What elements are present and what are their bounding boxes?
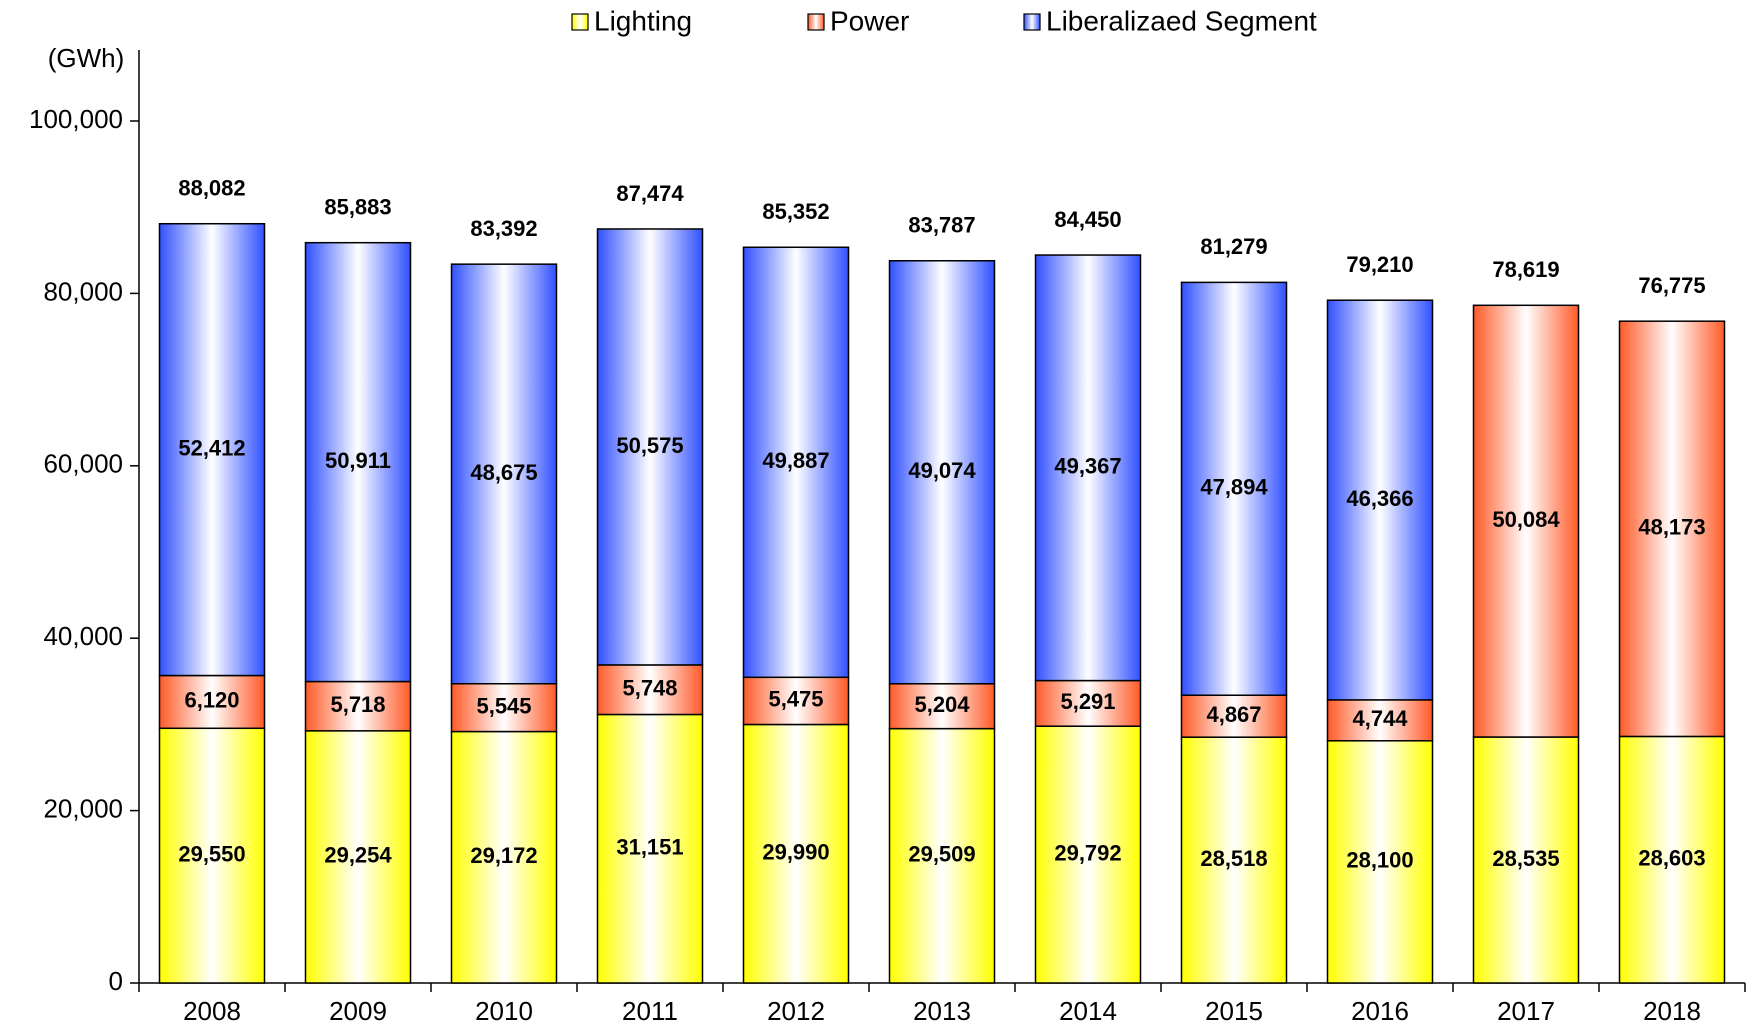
data-label: 50,911: [325, 448, 391, 473]
data-label: 28,535: [1492, 846, 1559, 871]
bar-segment: [1180, 281, 1288, 696]
bar-segment: [1618, 320, 1726, 738]
data-label: 49,887: [762, 448, 829, 473]
bar-segment: [450, 730, 558, 984]
legend-marker: [571, 13, 589, 31]
bar-segment: [158, 727, 266, 984]
bar-segment: [742, 723, 850, 984]
data-label: 5,475: [768, 687, 823, 712]
bar-segment: [1326, 699, 1434, 742]
bar-segment: [888, 727, 996, 984]
total-label: 76,775: [1638, 273, 1705, 298]
legend-label: Power: [830, 5, 909, 36]
bar-segment: [158, 222, 266, 677]
data-label: 4,744: [1352, 706, 1408, 731]
total-label: 84,450: [1054, 207, 1121, 232]
bar-segment: [304, 241, 412, 683]
x-tick-label: 2015: [1205, 996, 1263, 1026]
data-label: 48,675: [470, 460, 537, 485]
legend-marker: [807, 13, 825, 31]
bar-segment: [596, 664, 704, 716]
y-tick-label: 60,000: [43, 449, 123, 479]
x-tick-label: 2014: [1059, 996, 1117, 1026]
x-tick-label: 2016: [1351, 996, 1409, 1026]
bar-segment: [304, 730, 412, 984]
data-label: 28,518: [1200, 846, 1267, 871]
bar-segment: [888, 683, 996, 730]
data-label: 5,718: [330, 692, 385, 717]
y-tick-label: 0: [109, 966, 123, 996]
data-label: 46,366: [1346, 486, 1413, 511]
data-label: 5,545: [476, 693, 531, 718]
y-tick-label: 40,000: [43, 621, 123, 651]
total-label: 88,082: [178, 176, 245, 201]
data-label: 4,867: [1206, 702, 1261, 727]
y-tick-label: 100,000: [29, 104, 123, 134]
x-tick-label: 2008: [183, 996, 241, 1026]
data-label: 5,291: [1060, 689, 1115, 714]
y-tick-label: 20,000: [43, 793, 123, 823]
bar-segment: [1180, 736, 1288, 984]
data-label: 29,550: [178, 841, 245, 866]
bar-segment: [1326, 299, 1434, 701]
data-label: 29,254: [324, 843, 392, 868]
bar-segment: [1034, 254, 1142, 682]
x-tick-label: 2009: [329, 996, 387, 1026]
data-label: 50,084: [1492, 507, 1560, 532]
data-label: 49,367: [1054, 454, 1121, 479]
data-label: 5,748: [622, 676, 677, 701]
data-label: 49,074: [908, 458, 976, 483]
data-label: 52,412: [178, 435, 245, 460]
legend-label: Lighting: [594, 5, 692, 36]
x-tick-label: 2012: [767, 996, 825, 1026]
x-tick-label: 2011: [622, 996, 678, 1026]
legend-label: Liberalizaed Segment: [1046, 5, 1317, 36]
bar-segment: [450, 682, 558, 733]
data-label: 29,990: [762, 840, 829, 865]
x-tick-label: 2010: [475, 996, 533, 1026]
x-tick-label: 2017: [1497, 996, 1555, 1026]
bar-segment: [1034, 679, 1142, 727]
bar-segment: [742, 246, 850, 679]
total-label: 81,279: [1200, 234, 1267, 259]
bar-segment: [888, 260, 996, 685]
data-label: 29,172: [470, 843, 537, 868]
bar-segment: [1326, 740, 1434, 984]
x-tick-label: 2013: [913, 996, 971, 1026]
total-label: 85,883: [324, 195, 391, 220]
total-label: 87,474: [616, 181, 684, 206]
bar-segment: [1472, 304, 1580, 738]
total-label: 85,352: [762, 199, 829, 224]
bar-segment: [158, 674, 266, 730]
bar-segment: [1034, 725, 1142, 984]
total-label: 83,787: [908, 213, 975, 238]
bar-segment: [304, 680, 412, 732]
data-label: 28,100: [1346, 848, 1413, 873]
data-label: 50,575: [616, 433, 683, 458]
bar-segment: [596, 713, 704, 984]
data-label: 47,894: [1200, 475, 1268, 500]
data-label: 6,120: [184, 688, 239, 713]
total-label: 83,392: [470, 216, 537, 241]
y-axis-label: (GWh): [48, 43, 125, 73]
data-label: 48,173: [1638, 515, 1705, 540]
data-label: 31,151: [616, 835, 683, 860]
data-label: 29,792: [1054, 840, 1121, 865]
total-label: 79,210: [1346, 252, 1413, 277]
y-tick-label: 80,000: [43, 276, 123, 306]
bar-segment: [742, 676, 850, 726]
legend-marker: [1023, 13, 1041, 31]
data-label: 29,509: [908, 842, 975, 867]
x-tick-label: 2018: [1643, 996, 1701, 1026]
total-label: 78,619: [1492, 257, 1559, 282]
bar-segment: [596, 228, 704, 666]
data-label: 5,204: [914, 692, 970, 717]
data-label: 28,603: [1638, 846, 1705, 871]
bar-segment: [450, 263, 558, 685]
bar-segment: [1618, 735, 1726, 984]
